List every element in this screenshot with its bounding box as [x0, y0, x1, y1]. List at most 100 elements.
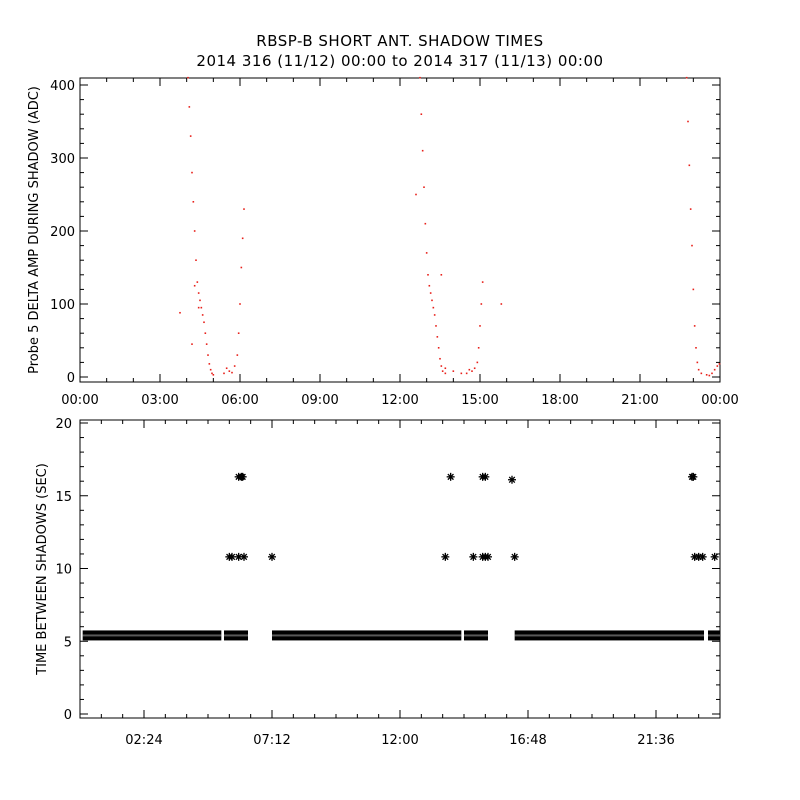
data-point: [188, 106, 191, 108]
interval-band: [272, 630, 462, 641]
data-point: [241, 237, 244, 240]
data-point: [439, 357, 441, 360]
y-tick-label: 10: [55, 563, 72, 578]
data-point: [471, 370, 473, 372]
data-point: [239, 303, 241, 305]
data-point: [231, 371, 233, 374]
data-point: [240, 266, 243, 269]
data-point: [425, 252, 428, 254]
data-point: [697, 368, 700, 371]
interval-band: [82, 630, 222, 641]
data-point: [431, 299, 433, 302]
interval-band: [224, 630, 248, 641]
data-point: [477, 347, 480, 349]
data-point: [444, 367, 447, 370]
interval-band: [464, 630, 488, 641]
chart-title: RBSP-B SHORT ANT. SHADOW TIMES: [256, 32, 544, 50]
data-point: [685, 76, 688, 79]
data-point: [268, 552, 276, 561]
data-point: [708, 374, 711, 377]
data-point: [191, 171, 193, 174]
y-tick-label: 300: [50, 152, 75, 167]
y-tick-label: 5: [64, 635, 72, 650]
data-point: [236, 354, 239, 356]
data-point: [508, 475, 516, 484]
interval-band-texture: [464, 634, 488, 637]
x-tick-label: 12:00: [381, 733, 418, 748]
data-point: [476, 361, 479, 364]
interval-band: [514, 630, 704, 641]
data-point: [199, 299, 201, 302]
plot-frame-bottom: [79, 419, 721, 719]
data-point: [421, 149, 424, 152]
data-point: [452, 370, 455, 372]
x-tick-label: 21:00: [621, 393, 658, 408]
data-point: [432, 306, 435, 309]
data-point: [479, 325, 481, 327]
data-point: [460, 372, 463, 375]
data-point: [500, 303, 503, 305]
data-point: [428, 284, 431, 287]
data-point: [179, 311, 181, 314]
x-tick-label: 02:24: [125, 733, 162, 748]
data-point: [427, 274, 429, 276]
data-point: [240, 552, 248, 561]
data-point: [207, 354, 209, 356]
y-tick-label: 200: [50, 225, 75, 240]
data-point: [705, 374, 708, 376]
data-point: [191, 343, 193, 345]
data-point: [201, 314, 204, 316]
data-point: [688, 164, 691, 167]
data-point: [710, 552, 719, 561]
data-point: [204, 332, 207, 334]
data-point: [687, 120, 689, 123]
data-point: [233, 365, 236, 367]
data-point: [238, 472, 247, 481]
data-point: [440, 274, 443, 276]
interval-band: [708, 630, 720, 641]
data-point: [435, 325, 437, 327]
data-point: [193, 284, 196, 287]
y-tick-label: 100: [50, 298, 75, 313]
data-point: [197, 292, 200, 294]
data-point: [203, 321, 205, 324]
data-point: [423, 186, 425, 188]
interval-band-texture: [514, 634, 704, 637]
data-point: [195, 259, 197, 261]
interval-band-texture: [708, 634, 720, 637]
y-tick-label: 15: [55, 490, 72, 505]
y-axis-title: Probe 5 DELTA AMP DURING SHADOW (ADC): [27, 86, 42, 374]
data-point: [440, 365, 443, 367]
data-point: [689, 208, 692, 210]
data-point: [696, 361, 699, 364]
data-point: [473, 367, 476, 370]
data-point: [469, 552, 478, 561]
x-tick-label: 09:00: [301, 393, 338, 408]
data-point: [192, 201, 195, 203]
data-point: [197, 306, 200, 309]
data-point: [223, 372, 225, 375]
data-point: [436, 336, 439, 338]
data-point: [237, 332, 240, 334]
data-point: [468, 368, 471, 371]
data-point: [415, 193, 417, 196]
data-point: [695, 347, 697, 349]
data-point: [711, 372, 713, 375]
data-point: [441, 370, 444, 372]
data-point: [211, 372, 213, 375]
data-point: [484, 552, 492, 561]
data-point: [480, 303, 483, 305]
x-tick-label: 07:12: [253, 733, 290, 748]
data-point: [481, 472, 490, 481]
data-point: [225, 367, 228, 370]
data-point: [212, 374, 215, 376]
data-point: [692, 288, 695, 291]
data-point: [196, 281, 199, 283]
data-point: [700, 372, 703, 375]
interval-band-texture: [224, 634, 248, 637]
data-point: [441, 552, 450, 561]
x-tick-label: 18:00: [541, 393, 578, 408]
x-tick-label: 12:00: [381, 393, 418, 408]
data-point: [718, 363, 721, 365]
